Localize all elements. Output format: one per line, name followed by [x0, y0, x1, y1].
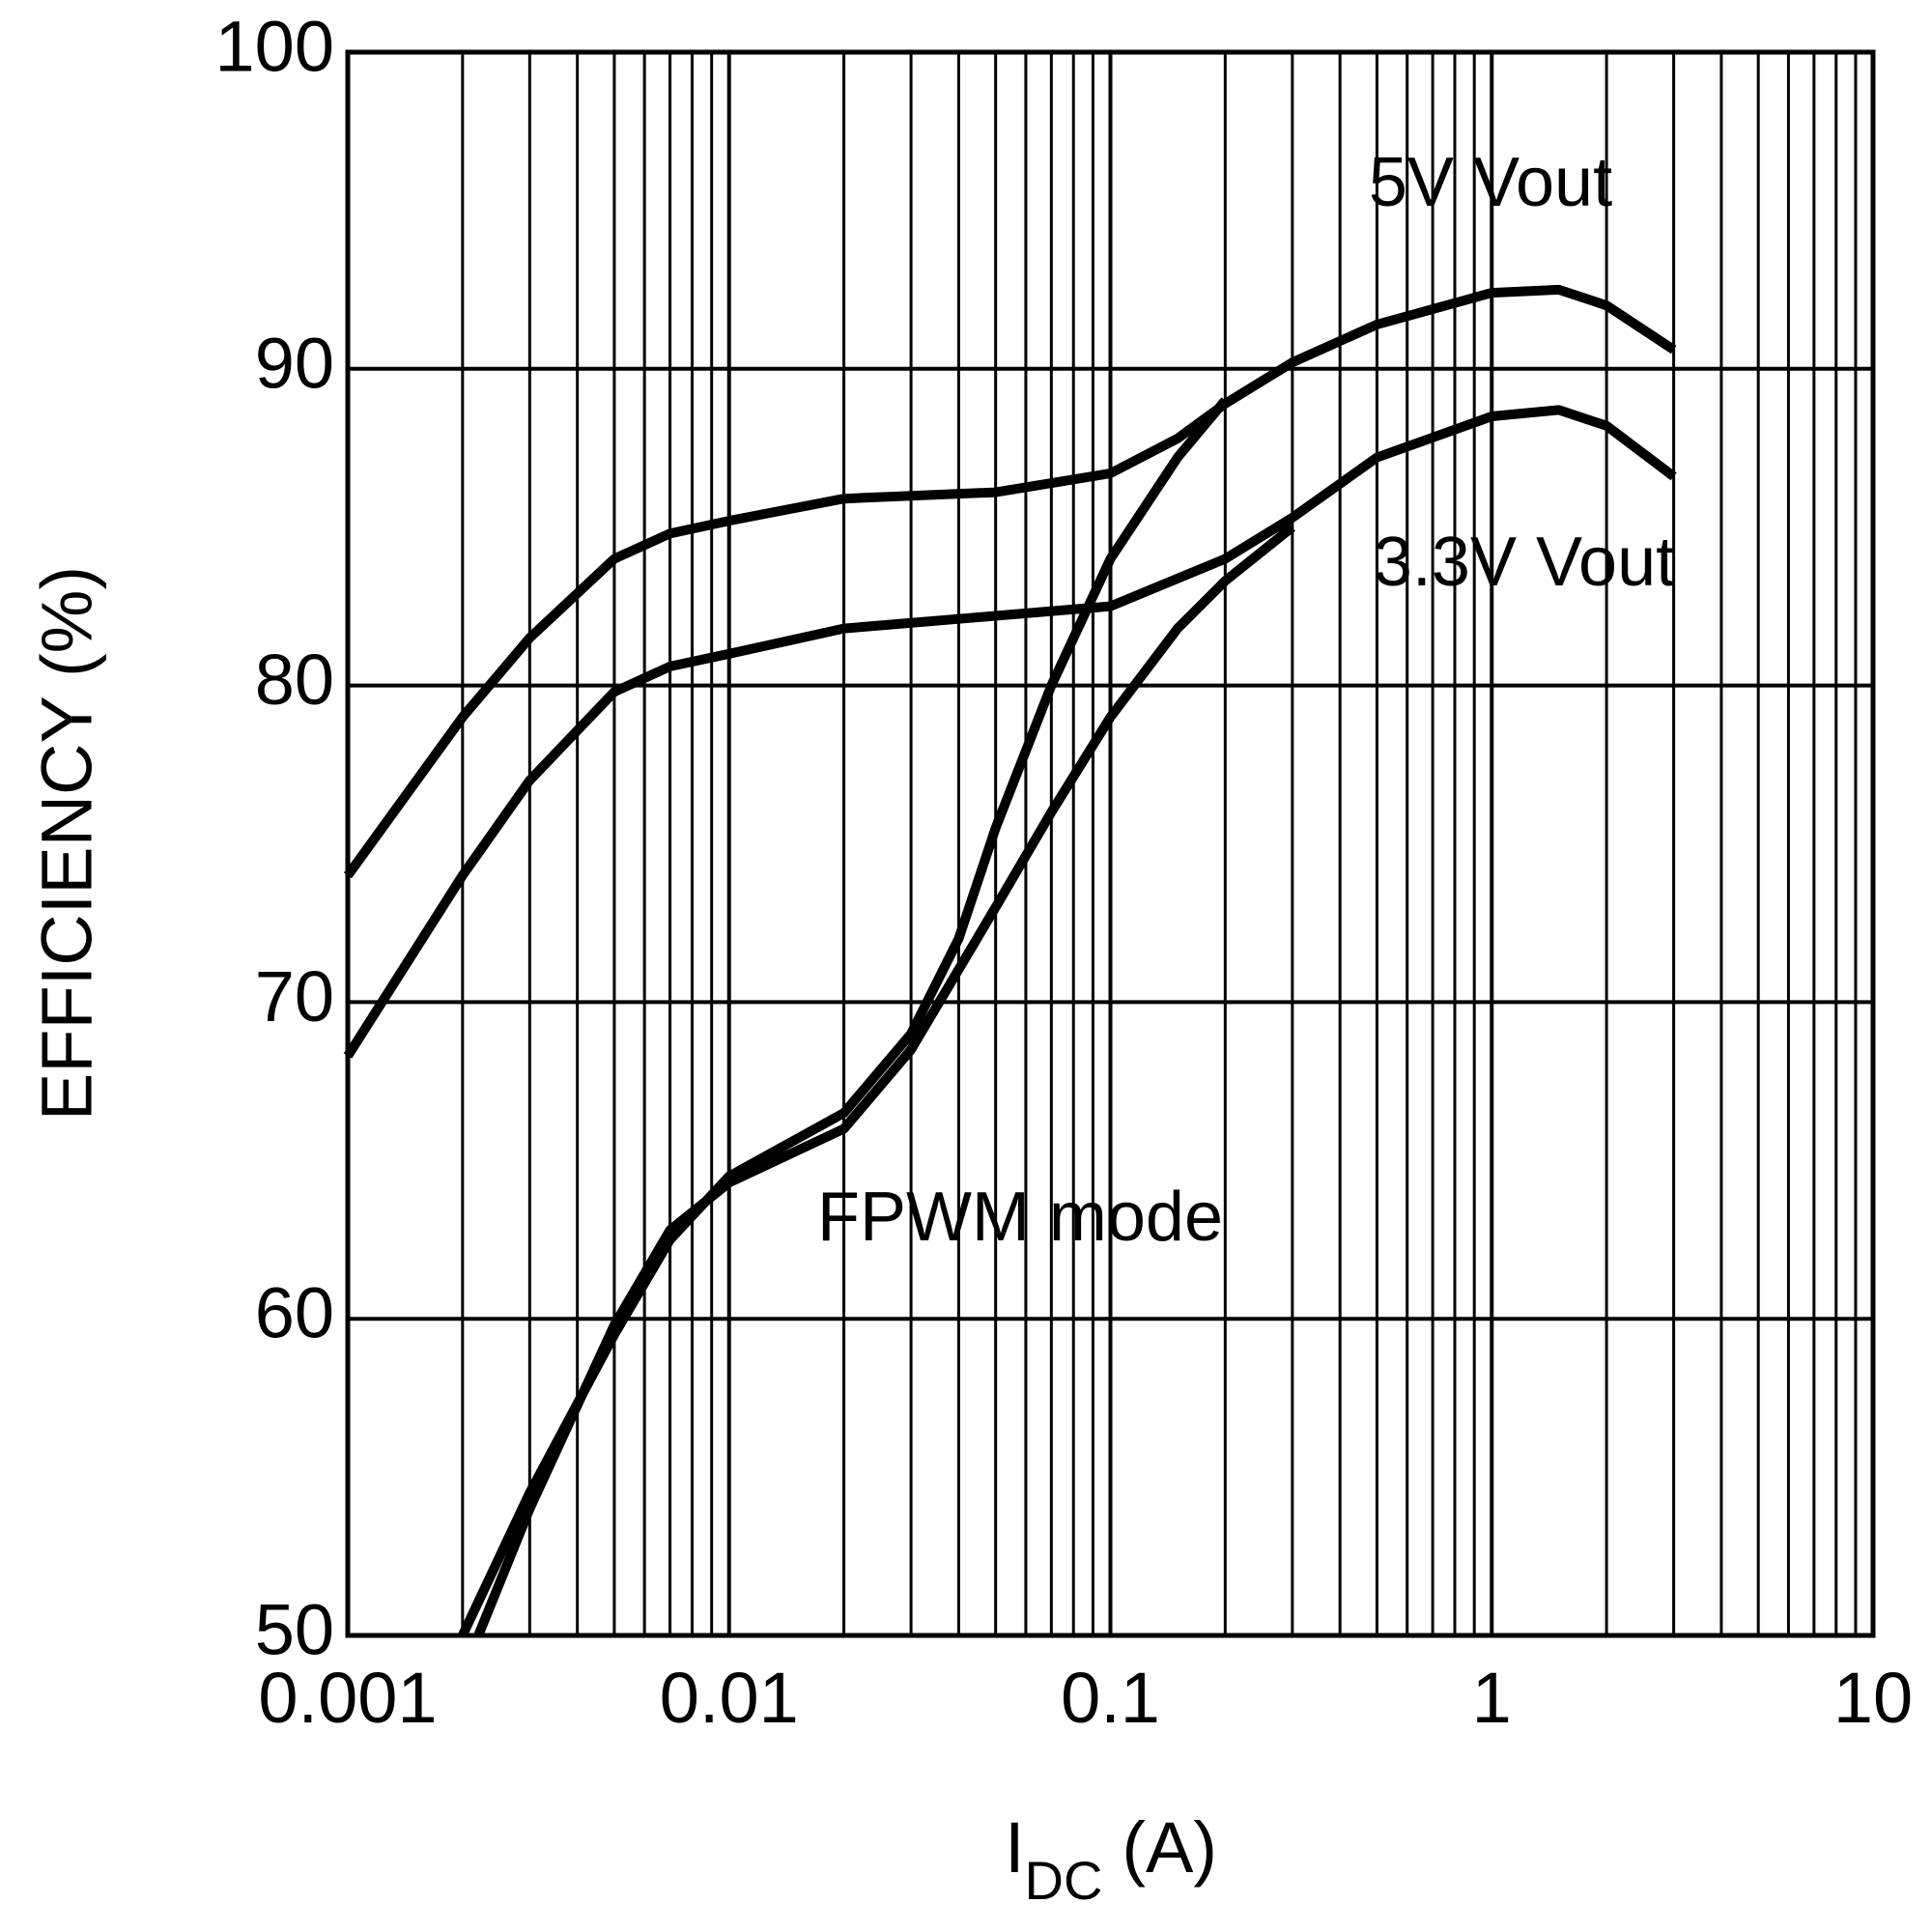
- x-tick-label: 0.01: [660, 1658, 799, 1738]
- x-axis-label: IDC (A): [1005, 1807, 1217, 1911]
- y-tick-label: 70: [255, 956, 334, 1037]
- plot-frame: [345, 49, 1876, 1638]
- y-tick-label: 100: [215, 7, 334, 87]
- x-tick-label: 1: [1472, 1658, 1512, 1738]
- x-tick-label: 0.1: [1061, 1658, 1160, 1738]
- annotation: FPWM mode: [817, 1179, 1223, 1256]
- y-tick-label: 90: [255, 323, 334, 403]
- series-line: [473, 523, 1295, 1637]
- x-axis-label-main: I: [1005, 1807, 1025, 1888]
- annotation: 3.3V Vout: [1374, 524, 1675, 601]
- y-axis-label: EFFICIENCY (%): [27, 566, 107, 1121]
- annotation: 5V Vout: [1369, 144, 1612, 221]
- series-line: [343, 284, 1677, 879]
- x-axis-label-subscript: DC: [1025, 1850, 1103, 1911]
- x-tick-label: 10: [1833, 1658, 1913, 1738]
- series-line: [343, 405, 1677, 1059]
- y-tick-label: 50: [255, 1590, 334, 1670]
- y-tick-label: 80: [255, 639, 334, 720]
- x-axis-label-suffix: (A): [1122, 1807, 1217, 1888]
- y-tick-label: 60: [255, 1273, 334, 1353]
- x-tick-label: 0.001: [258, 1658, 437, 1738]
